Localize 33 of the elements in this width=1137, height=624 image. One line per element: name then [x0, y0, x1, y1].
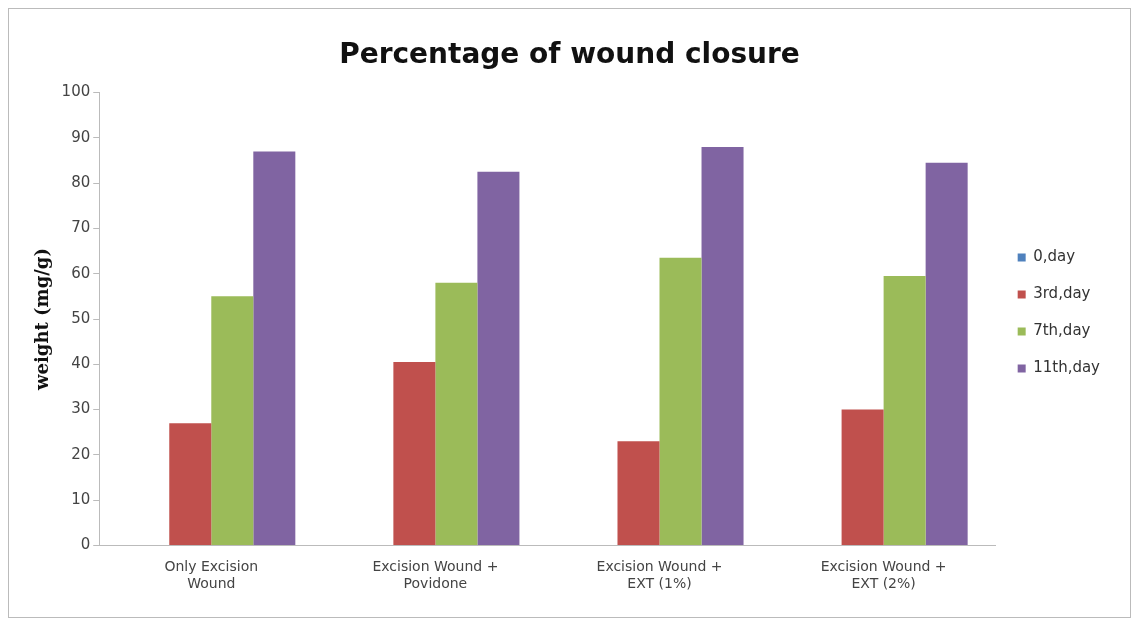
bar — [253, 151, 296, 545]
x-tick-label: Excision Wound + Povidone — [372, 558, 499, 592]
y-tick-label: 30 — [71, 399, 91, 418]
legend-label: 7th,day — [1033, 321, 1091, 340]
y-tick-label: 90 — [71, 127, 91, 146]
y-tick-label: 10 — [71, 490, 91, 509]
bar — [435, 282, 478, 545]
y-tick-label: 100 — [61, 82, 91, 101]
chart-title: Percentage of wound closure — [339, 37, 800, 71]
y-tick-label: 80 — [71, 173, 91, 192]
y-tick-label: 40 — [71, 354, 91, 373]
bar — [477, 171, 520, 545]
legend-label: 0,day — [1033, 247, 1076, 266]
bar — [659, 257, 702, 545]
x-tick-label: Only Excision Wound — [164, 558, 259, 592]
x-tick-label: Excision Wound + EXT (2%) — [820, 558, 947, 592]
legend-label: 11th,day — [1033, 358, 1101, 377]
bar — [841, 409, 884, 545]
bar — [393, 362, 436, 545]
y-tick-label: 0 — [80, 535, 91, 554]
bar — [701, 146, 744, 545]
bar — [925, 162, 968, 545]
y-tick-label: 50 — [71, 308, 91, 327]
bar — [883, 275, 926, 545]
bar — [169, 423, 212, 545]
legend-label: 3rd,day — [1033, 284, 1091, 303]
y-axis-title: weight (mg/g) — [31, 248, 53, 391]
y-tick-label: 60 — [71, 263, 91, 282]
bar — [211, 296, 254, 545]
y-tick-label: 20 — [71, 444, 91, 463]
y-tick-label: 70 — [71, 218, 91, 237]
bar — [617, 441, 660, 545]
x-tick-label: Excision Wound + EXT (1%) — [596, 558, 723, 592]
